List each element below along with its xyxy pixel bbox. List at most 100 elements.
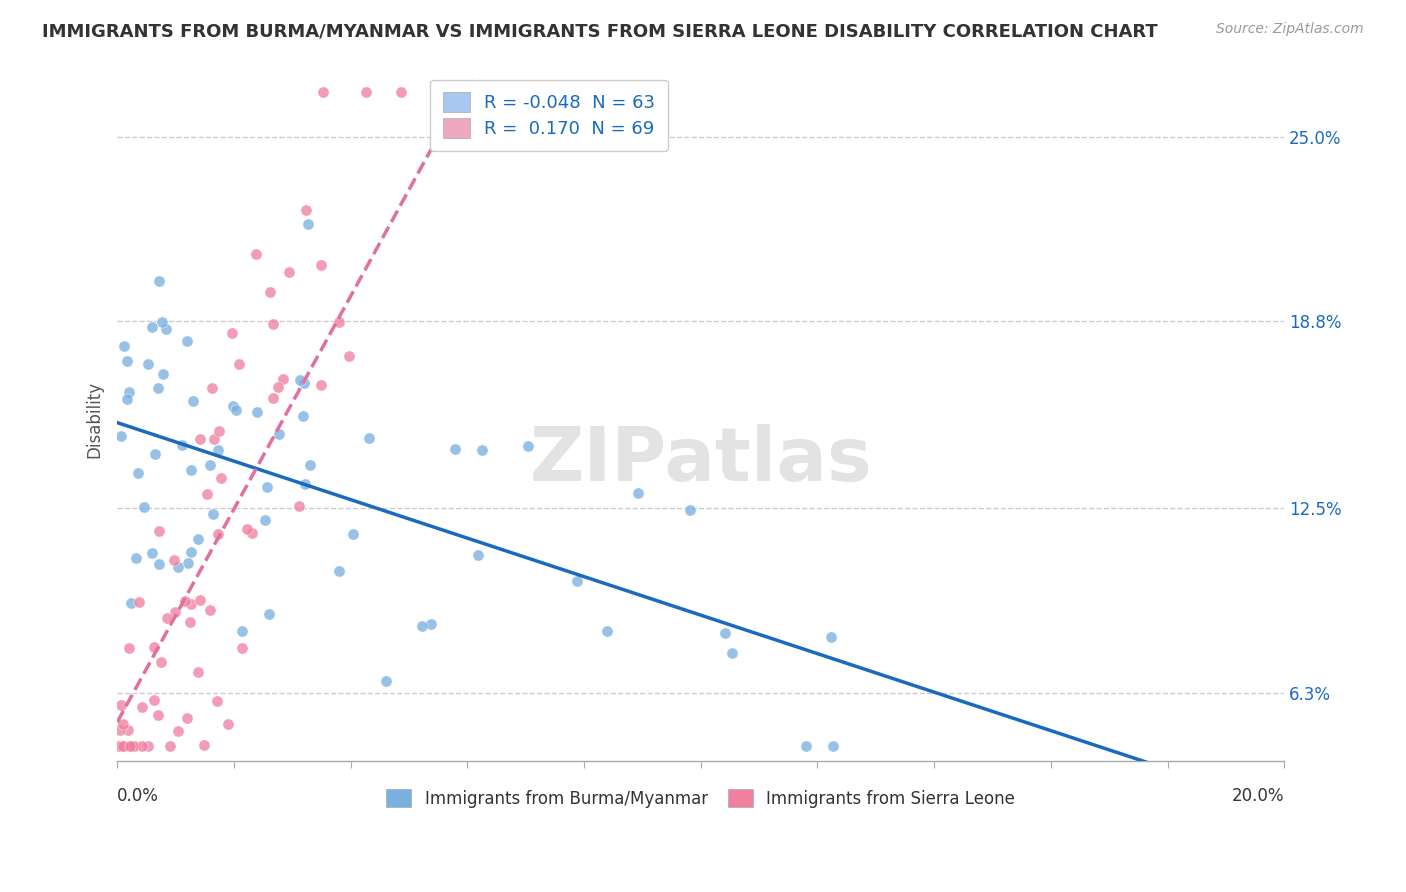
Point [110, 723, 132, 737]
Point [246, 405, 269, 419]
Point [183, 393, 205, 408]
Point [204, 432, 226, 446]
Point [111, 717, 134, 731]
Point [145, 447, 167, 461]
Point [148, 557, 170, 571]
Point [200, 602, 222, 616]
Point [136, 357, 159, 371]
Legend: Immigrants from Burma/Myanmar, Immigrants from Sierra Leone: Immigrants from Burma/Myanmar, Immigrant… [380, 783, 1022, 814]
Point [312, 85, 335, 99]
Point [207, 527, 229, 541]
Point [567, 574, 589, 589]
Point [228, 357, 250, 371]
Point [231, 624, 253, 639]
Point [205, 694, 228, 708]
Point [187, 532, 209, 546]
Point [141, 320, 163, 334]
Point [217, 716, 239, 731]
Point [150, 315, 173, 329]
Point [354, 85, 377, 99]
Point [141, 546, 163, 560]
Point [112, 739, 135, 754]
Point [375, 673, 398, 688]
Point [193, 738, 215, 752]
Point [503, 85, 526, 99]
Point [155, 322, 177, 336]
Point [328, 315, 350, 329]
Point [173, 594, 195, 608]
Point [202, 507, 225, 521]
Point [517, 439, 540, 453]
Point [159, 739, 181, 754]
Point [253, 513, 276, 527]
Text: Source: ZipAtlas.com: Source: ZipAtlas.com [1216, 22, 1364, 37]
Point [146, 708, 169, 723]
Point [259, 285, 281, 300]
Point [108, 739, 131, 754]
Point [180, 545, 202, 559]
Point [115, 354, 138, 368]
Point [794, 739, 817, 754]
Point [148, 274, 170, 288]
Point [176, 334, 198, 348]
Point [132, 500, 155, 515]
Point [231, 640, 253, 655]
Point [188, 432, 211, 446]
Point [180, 597, 202, 611]
Point [290, 373, 312, 387]
Point [167, 559, 190, 574]
Point [342, 527, 364, 541]
Point [267, 427, 290, 442]
Point [112, 339, 135, 353]
Point [236, 522, 259, 536]
Point [111, 739, 134, 754]
Point [195, 486, 218, 500]
Point [295, 202, 318, 217]
Point [529, 85, 551, 99]
Point [163, 553, 186, 567]
Point [257, 607, 280, 622]
Point [201, 381, 224, 395]
Point [209, 471, 232, 485]
Point [821, 739, 844, 754]
Point [163, 605, 186, 619]
Point [309, 378, 332, 392]
Point [166, 723, 188, 738]
Point [721, 646, 744, 660]
Point [443, 442, 465, 457]
Point [627, 486, 650, 500]
Point [131, 739, 153, 754]
Point [583, 85, 606, 99]
Point [188, 593, 211, 607]
Point [411, 618, 433, 632]
Point [120, 596, 142, 610]
Point [309, 258, 332, 272]
Point [208, 425, 231, 439]
Point [112, 739, 135, 754]
Point [117, 640, 139, 655]
Point [115, 392, 138, 407]
Point [299, 458, 322, 472]
Text: IMMIGRANTS FROM BURMA/MYANMAR VS IMMIGRANTS FROM SIERRA LEONE DISABILITY CORRELA: IMMIGRANTS FROM BURMA/MYANMAR VS IMMIGRA… [42, 22, 1159, 40]
Point [120, 739, 142, 754]
Text: 0.0%: 0.0% [117, 788, 159, 805]
Point [240, 526, 263, 541]
Point [278, 265, 301, 279]
Text: 20.0%: 20.0% [1232, 788, 1284, 805]
Y-axis label: Disability: Disability [86, 381, 103, 458]
Point [292, 376, 315, 390]
Point [124, 739, 146, 754]
Point [288, 499, 311, 513]
Point [111, 739, 134, 754]
Point [176, 711, 198, 725]
Point [156, 611, 179, 625]
Point [245, 247, 267, 261]
Point [148, 381, 170, 395]
Text: ZIPatlas: ZIPatlas [530, 424, 872, 497]
Point [256, 480, 278, 494]
Point [148, 524, 170, 538]
Point [713, 626, 735, 640]
Point [222, 399, 245, 413]
Point [221, 326, 243, 340]
Point [170, 437, 193, 451]
